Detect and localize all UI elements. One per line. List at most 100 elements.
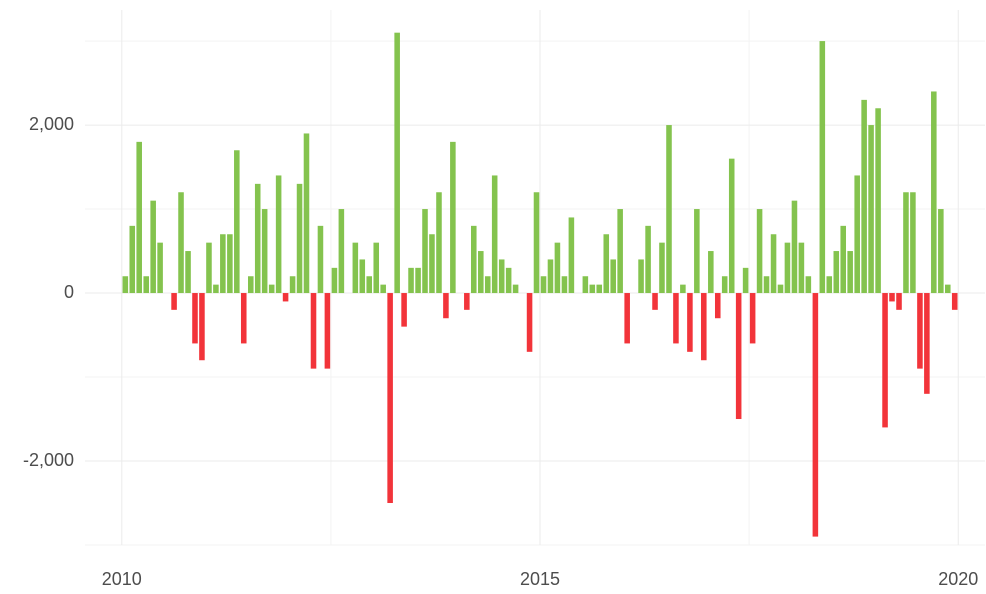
bar: [136, 141, 142, 294]
bar: [791, 200, 798, 294]
bar: [387, 293, 393, 504]
bar: [296, 183, 303, 294]
bar: [213, 284, 219, 294]
bar: [770, 234, 777, 294]
bar: [380, 284, 386, 294]
bar: [582, 276, 589, 294]
bar: [373, 242, 380, 294]
bar: [652, 293, 658, 310]
bar: [938, 209, 944, 294]
bar: [303, 133, 310, 294]
bar: [261, 209, 268, 294]
bar: [917, 293, 923, 369]
bar: [401, 293, 407, 327]
bar: [394, 32, 400, 294]
bar: [254, 183, 261, 294]
bar: [150, 200, 156, 294]
bar: [840, 225, 847, 294]
bar: [275, 175, 282, 294]
bar: [763, 276, 770, 294]
bar: [798, 242, 805, 294]
bar: [861, 99, 867, 294]
x-tick-label: 2010: [102, 569, 142, 589]
bar: [227, 234, 233, 294]
bar: [478, 251, 484, 294]
bar: [638, 259, 644, 294]
bar: [129, 225, 136, 294]
bar: [248, 276, 254, 294]
bar: [178, 192, 184, 294]
bar: [610, 259, 616, 294]
bar: [484, 276, 491, 294]
bar: [589, 284, 596, 294]
bar: [812, 293, 819, 537]
bar: [498, 259, 505, 294]
bar: [735, 293, 742, 420]
bar: [157, 242, 163, 294]
bar: [429, 234, 435, 294]
bar: [491, 175, 498, 294]
y-tick-label: 0: [64, 282, 74, 302]
bar: [192, 293, 198, 344]
bar: [819, 41, 826, 294]
bar: [896, 293, 902, 310]
bar: [749, 293, 756, 344]
bar: [310, 293, 317, 369]
bar: [436, 192, 442, 294]
bar: [464, 293, 470, 310]
bar: [721, 276, 728, 294]
bar: [408, 267, 414, 294]
y-tick-label: -2,000: [23, 450, 74, 470]
bar: [220, 234, 226, 294]
bar: [596, 284, 603, 294]
x-tick-label: 2015: [520, 569, 560, 589]
bar: [680, 284, 686, 294]
bar: [317, 225, 324, 294]
bar: [526, 293, 533, 352]
bar: [289, 276, 296, 294]
bar: [352, 242, 359, 294]
bar: [701, 293, 707, 361]
bar: [924, 293, 930, 394]
bar: [784, 242, 791, 294]
bar: [540, 276, 547, 294]
bar: [742, 267, 749, 294]
bar: [666, 125, 672, 294]
bar: [882, 293, 888, 428]
bar: [533, 192, 540, 294]
bar: [450, 141, 456, 294]
bar: [282, 293, 289, 302]
bar: [331, 267, 338, 294]
bar: [443, 293, 449, 319]
bar: [185, 251, 191, 294]
bar: [833, 251, 840, 294]
bar: [875, 108, 881, 294]
bar: [547, 259, 554, 294]
bar: [805, 276, 812, 294]
bar: [617, 209, 623, 294]
bar: [568, 217, 575, 294]
bar: [505, 267, 512, 294]
bar: [687, 293, 693, 352]
bar: [171, 293, 177, 310]
bar: [826, 276, 833, 294]
bar: [945, 284, 951, 294]
x-tick-label: 2020: [938, 569, 978, 589]
bar: [624, 293, 630, 344]
bar: [708, 251, 714, 294]
bar: [240, 293, 247, 344]
bar: [554, 242, 561, 294]
bar: [728, 158, 735, 294]
bar: [854, 175, 860, 294]
bar: [470, 225, 477, 294]
bar: [603, 234, 610, 294]
bar: [868, 125, 874, 294]
bar: [234, 150, 240, 294]
bar: [143, 276, 150, 294]
bar: [415, 267, 421, 294]
bar: [122, 276, 129, 294]
bar: [268, 284, 275, 294]
bar: [673, 293, 679, 344]
bar: [324, 293, 331, 369]
